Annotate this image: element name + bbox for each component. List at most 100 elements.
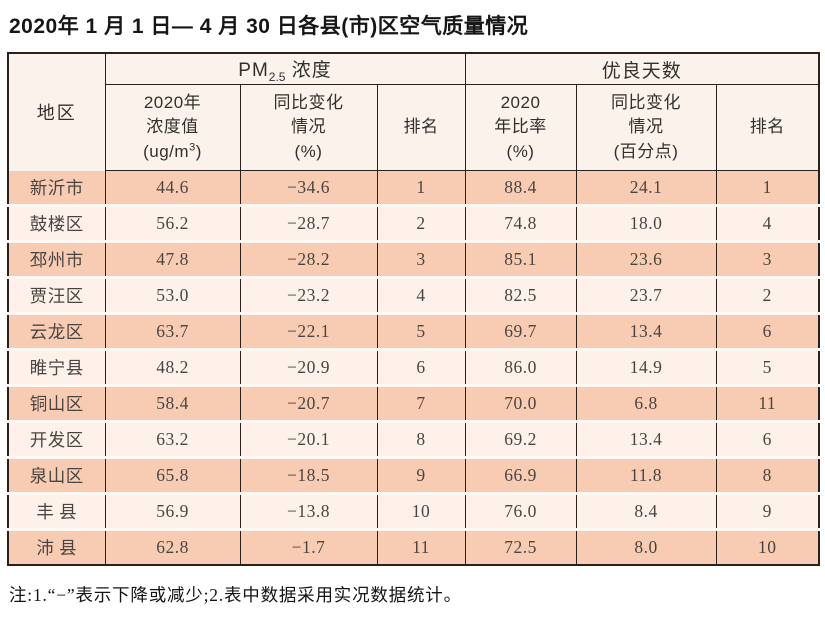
cell-region: 沛 县 [7,528,105,565]
cell-pm-rank: 4 [376,276,466,314]
cell-pm-value: 48.2 [104,348,240,386]
cell-good-rank: 2 [715,276,820,314]
cell-region: 睢宁县 [7,348,105,386]
header-pm-rank: 排名 [376,84,466,171]
cell-pm-rank: 5 [376,312,466,350]
cell-good-ratio: 70.0 [464,384,577,422]
cell-pm-change: −20.7 [239,384,377,422]
cell-pm-change: −18.5 [239,456,377,494]
header-sub-row: 2020年 浓度值 (ug/m3) 同比变化 情况 (%) 排名 2020 年比… [8,84,820,171]
header-pm25-group: PM2.5 浓度 [104,53,466,85]
cell-pm-value: 56.9 [104,492,240,530]
header-line: 2020年 [143,92,202,112]
cell-region: 新沂市 [7,170,105,206]
table-row: 沛 县 62.8 −1.7 11 72.5 8.0 10 [7,528,820,565]
cell-region: 鼓楼区 [7,204,105,242]
cell-region: 云龙区 [7,312,105,350]
cell-good-change: 8.4 [575,492,717,530]
table-row: 鼓楼区 56.2 −28.7 2 74.8 18.0 4 [7,204,820,242]
cell-good-change: 23.7 [575,276,717,314]
table-row: 新沂市 44.6 −34.6 1 88.4 24.1 1 [7,170,820,206]
header-unit-line: (ug/m3) [106,140,240,165]
header-line: 情况 [291,117,326,137]
cell-region: 泉山区 [7,456,105,494]
cell-good-ratio: 82.5 [464,276,577,314]
header-good-days-group: 优良天数 [464,53,820,85]
table-row: 邳州市 47.8 −28.2 3 85.1 23.6 3 [7,240,820,278]
cell-good-ratio: 85.1 [464,240,577,278]
table-row: 云龙区 63.7 −22.1 5 69.7 13.4 6 [7,312,820,350]
header-line: 浓度值 [146,117,199,137]
cell-pm-rank: 11 [376,528,466,565]
unit-open: (ug/m [143,141,190,161]
cell-good-change: 23.6 [575,240,717,278]
cell-good-rank: 8 [715,456,820,494]
cell-good-rank: 9 [715,492,820,530]
cell-good-change: 13.4 [575,420,717,458]
header-line: (%) [506,141,535,161]
cell-good-rank: 10 [715,528,820,565]
header-line: 同比变化 [273,92,344,112]
header-good-change: 同比变化 情况 (百分点) [575,84,717,171]
cell-good-rank: 3 [715,240,820,278]
cell-good-change: 24.1 [575,170,717,206]
footnote: 注:1.“−”表示下降或减少;2.表中数据采用实况数据统计。 [9,585,462,605]
cell-pm-value: 47.8 [104,240,240,278]
cell-good-rank: 5 [715,348,820,386]
cell-good-change: 6.8 [575,384,717,422]
header-line: 年比率 [494,117,547,137]
cell-region: 开发区 [7,420,105,458]
cell-good-ratio: 69.7 [464,312,577,350]
table-row: 开发区 63.2 −20.1 8 69.2 13.4 6 [7,420,820,458]
cell-pm-change: −23.2 [239,276,377,314]
cell-good-rank: 4 [715,204,820,242]
cell-pm-value: 56.2 [104,204,240,242]
cell-good-ratio: 88.4 [464,170,577,206]
pm-concentration-label: 浓度 [285,59,332,81]
header-good-ratio: 2020 年比率 (%) [464,84,577,171]
cell-pm-rank: 7 [376,384,466,422]
cell-good-ratio: 74.8 [464,204,577,242]
table-row: 铜山区 58.4 −20.7 7 70.0 6.8 11 [7,384,820,422]
cell-good-change: 14.9 [575,348,717,386]
pm25-subscript: 2.5 [268,69,286,84]
cell-pm-change: −20.9 [239,348,377,386]
cell-good-change: 8.0 [575,528,717,565]
cell-pm-change: −28.7 [239,204,377,242]
header-line: 2020 [500,92,541,112]
table-row: 丰 县 56.9 −13.8 10 76.0 8.4 9 [7,492,820,530]
header-line: (%) [294,141,323,161]
table-row: 泉山区 65.8 −18.5 9 66.9 11.8 8 [7,456,820,494]
cell-pm-value: 63.7 [104,312,240,350]
cell-pm-rank: 8 [376,420,466,458]
cell-pm-value: 65.8 [104,456,240,494]
header-group-row: 地区 PM2.5 浓度 优良天数 [7,53,820,171]
air-quality-table: 地区 PM2.5 浓度 优良天数 2020年 浓度值 (ug/m3) 同比变化 … [7,52,821,566]
cell-pm-rank: 9 [376,456,466,494]
pm-label: PM [238,59,269,81]
cell-good-ratio: 76.0 [464,492,577,530]
header-line: 同比变化 [611,92,682,112]
cell-good-change: 18.0 [575,204,717,242]
cell-good-rank: 11 [715,384,820,422]
cell-good-rank: 6 [715,312,820,350]
cell-pm-rank: 2 [376,204,466,242]
cell-good-ratio: 72.5 [464,528,577,565]
cell-good-change: 11.8 [575,456,717,494]
cell-good-ratio: 66.9 [464,456,577,494]
cell-pm-change: −13.8 [239,492,377,530]
cell-region: 贾汪区 [7,276,105,314]
cell-pm-value: 62.8 [104,528,240,565]
cell-good-ratio: 69.2 [464,420,577,458]
cell-pm-change: −20.1 [239,420,377,458]
table-row: 睢宁县 48.2 −20.9 6 86.0 14.9 5 [7,348,820,386]
cell-good-change: 13.4 [575,312,717,350]
cell-pm-rank: 3 [376,240,466,278]
cell-good-rank: 1 [715,170,820,206]
cell-pm-rank: 6 [376,348,466,386]
header-line: (百分点) [613,141,679,161]
header-line: 情况 [628,117,664,137]
header-pm-change: 同比变化 情况 (%) [239,84,377,171]
cell-good-rank: 6 [715,420,820,458]
